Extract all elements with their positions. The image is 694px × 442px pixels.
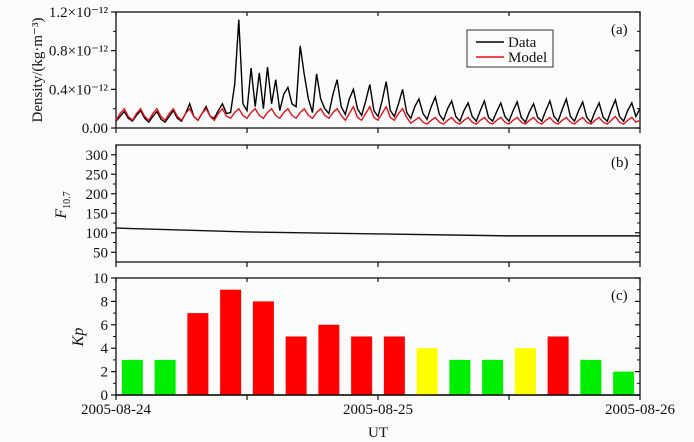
y-tick-label: 50 [93,245,108,261]
legend-label: Model [508,50,547,66]
series-line-data [115,19,641,124]
kp-bar [416,348,438,395]
kp-bar [252,301,274,395]
x-tick-label: 2005-08-24 [81,402,151,418]
kp-bar [351,336,373,395]
y-axis-label-density: Density/(kg·m⁻³) [30,18,46,123]
y-tick-label: 0.4×10⁻¹² [49,82,109,98]
y-tick-label: 2 [101,365,109,381]
y-tick-label: 0.8×10⁻¹² [49,44,109,60]
y-axis-label-f107: F10.7 [53,191,73,219]
y-tick-label: 6 [101,318,109,334]
x-tick-label: 2005-08-26 [605,402,675,418]
y-tick-label: 300 [86,148,109,164]
y-axis-label-kp: Kp [70,328,87,348]
y-tick-label: 1.2×10⁻¹² [49,5,109,21]
kp-bar [285,336,307,395]
legend-box [466,29,554,68]
y-tick-label: 4 [101,341,109,357]
kp-bar [449,359,471,395]
x-tick-label: 2005-08-25 [343,402,413,418]
series-line-f107 [115,227,640,237]
kp-bar [580,359,602,395]
f107-subscript: 10.7 [62,191,73,209]
kp-bar [547,336,569,395]
y-tick-label: 0.00 [82,121,108,137]
y-tick-label: 150 [86,206,109,222]
kp-bar [121,359,143,395]
y-tick-label: 200 [86,187,109,203]
panel-label: (b) [611,155,629,171]
kp-bar [482,359,504,395]
panel-frame [115,144,641,263]
kp-bar [220,289,242,395]
f107-main: F [53,209,70,220]
kp-bar [613,371,635,395]
y-tick-label: 250 [86,167,109,183]
y-tick-label: 100 [86,226,109,242]
panel-label: (c) [611,288,628,304]
kp-bar [383,336,405,395]
kp-bar [154,359,176,395]
y-tick-label: 8 [101,294,109,310]
series-line-model [115,105,641,125]
legend-label: Data [508,35,537,51]
kp-bar [514,348,536,395]
y-tick-label: 10 [93,271,108,287]
panel-label: (a) [611,22,628,38]
kp-bar [187,313,209,395]
y-tick-label: 0 [101,388,109,404]
x-axis-label: UT [368,425,388,441]
kp-bar [318,324,340,395]
